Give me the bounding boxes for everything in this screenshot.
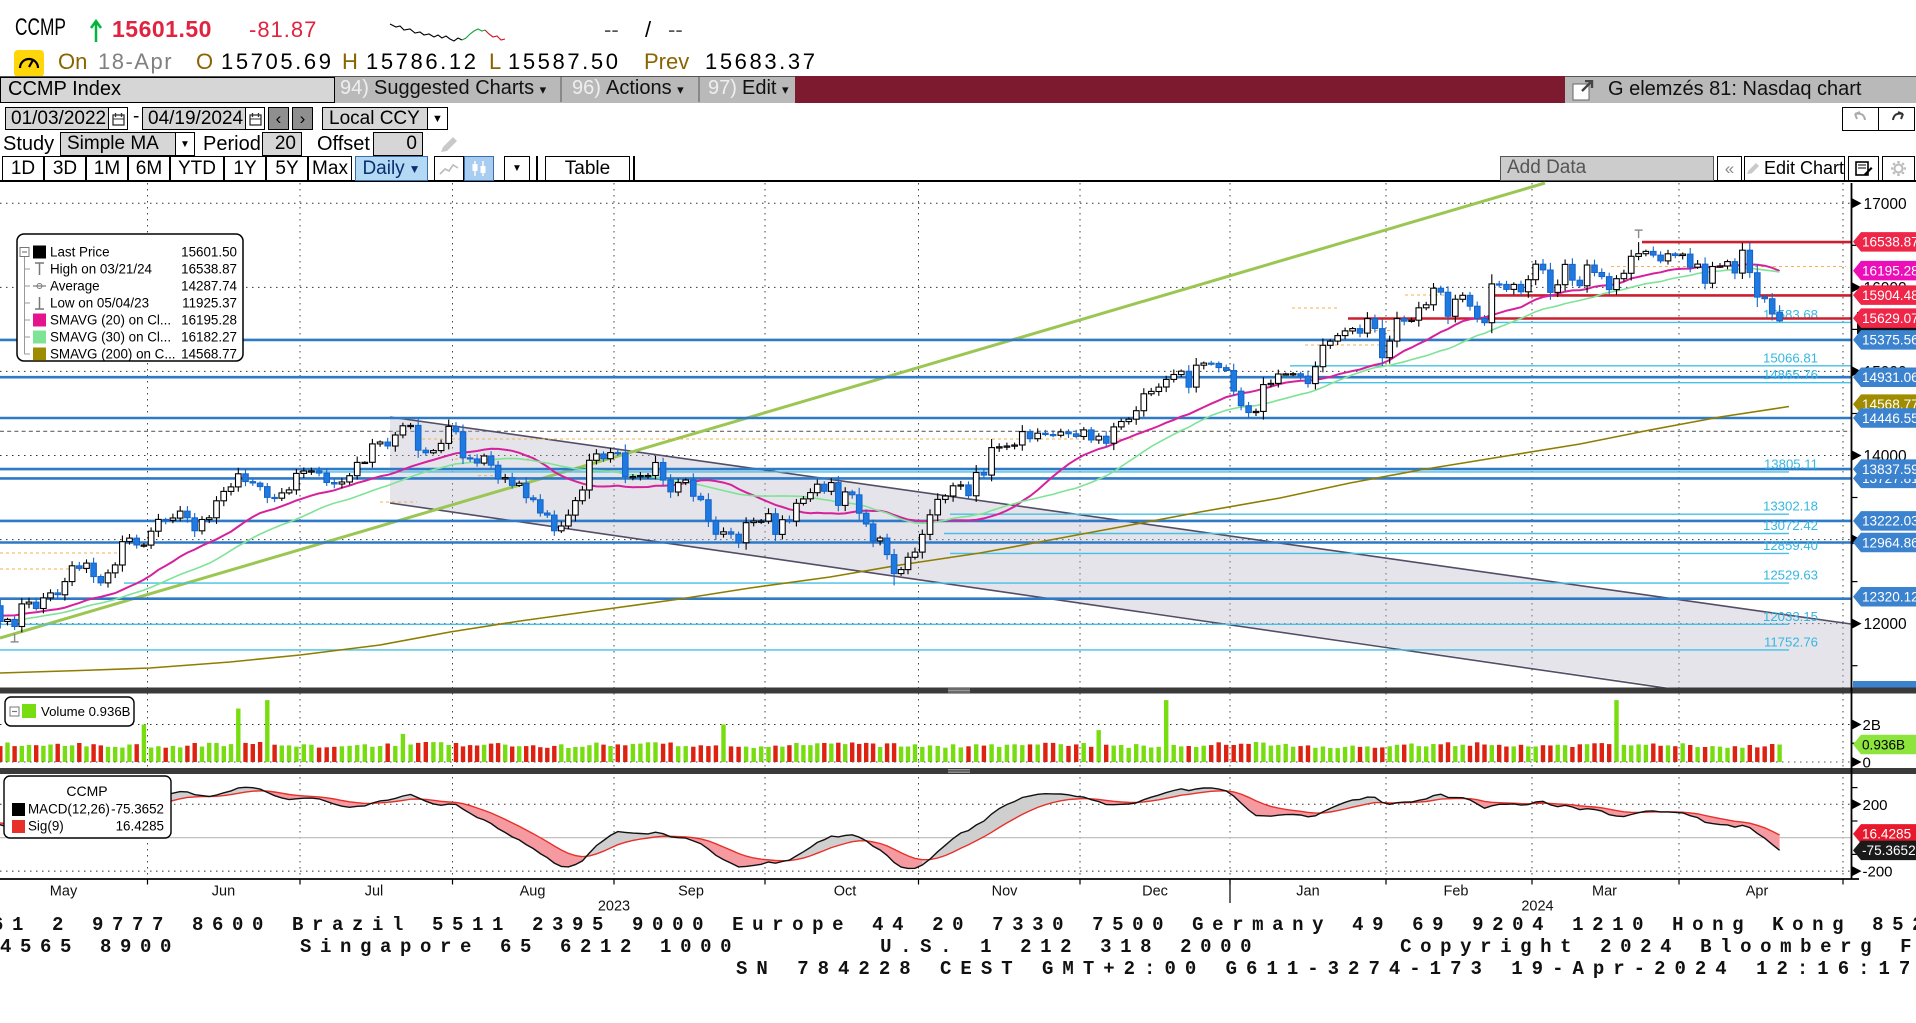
- svg-text:CCMP: CCMP: [66, 783, 107, 799]
- svg-text:13072.42: 13072.42: [1763, 518, 1818, 533]
- svg-text:Jun: Jun: [212, 884, 235, 900]
- svg-text:12859.40: 12859.40: [1763, 538, 1818, 553]
- svg-text:Feb: Feb: [1444, 884, 1469, 900]
- svg-text:16.4285: 16.4285: [1862, 827, 1911, 842]
- svg-text:200: 200: [1863, 797, 1888, 814]
- svg-text:13222.03: 13222.03: [1862, 514, 1916, 529]
- svg-text:16182.27: 16182.27: [181, 330, 237, 345]
- svg-text:11752.76: 11752.76: [1764, 634, 1818, 649]
- svg-text:15375.56: 15375.56: [1862, 333, 1916, 348]
- svg-text:13837.59: 13837.59: [1862, 462, 1916, 477]
- svg-text:15066.81: 15066.81: [1763, 350, 1818, 365]
- svg-text:SMAVG (200) on C...: SMAVG (200) on C...: [50, 347, 176, 362]
- svg-text:0: 0: [1863, 755, 1871, 772]
- svg-text:Oct: Oct: [834, 884, 857, 900]
- svg-text:15629.07: 15629.07: [1862, 311, 1916, 326]
- svg-text:16538.87: 16538.87: [181, 262, 237, 277]
- svg-text:12964.86: 12964.86: [1862, 535, 1916, 550]
- svg-text:MACD(12,26): MACD(12,26): [28, 802, 110, 817]
- svg-text:14287.74: 14287.74: [181, 279, 237, 294]
- svg-text:14568.77: 14568.77: [181, 347, 237, 362]
- svg-text:Last Price: Last Price: [50, 245, 110, 260]
- svg-text:Jan: Jan: [1296, 884, 1319, 900]
- svg-text:14865.76: 14865.76: [1763, 367, 1818, 382]
- svg-text:Mar: Mar: [1592, 884, 1617, 900]
- svg-text:Jul: Jul: [365, 884, 384, 900]
- svg-text:SMAVG (30) on Cl...: SMAVG (30) on Cl...: [50, 330, 171, 345]
- svg-text:-75.3652: -75.3652: [1862, 843, 1916, 858]
- svg-text:17000: 17000: [1864, 196, 1907, 213]
- svg-text:SMAVG (20) on Cl...: SMAVG (20) on Cl...: [50, 313, 171, 328]
- svg-text:13805.11: 13805.11: [1764, 456, 1818, 471]
- svg-text:Apr: Apr: [1746, 884, 1769, 900]
- svg-text:11925.37: 11925.37: [182, 296, 237, 311]
- svg-text:-200: -200: [1863, 864, 1893, 881]
- svg-text:14931.06: 14931.06: [1862, 370, 1916, 385]
- svg-text:14446.55: 14446.55: [1862, 411, 1916, 426]
- svg-text:12000: 12000: [1864, 616, 1907, 633]
- svg-text:Dec: Dec: [1142, 884, 1168, 900]
- svg-text:Average: Average: [50, 279, 100, 294]
- svg-text:0.936B: 0.936B: [1862, 737, 1905, 752]
- svg-text:13302.18: 13302.18: [1763, 499, 1818, 514]
- svg-text:12529.63: 12529.63: [1763, 568, 1818, 583]
- svg-text:Sep: Sep: [678, 884, 704, 900]
- svg-text:15904.48: 15904.48: [1862, 288, 1916, 303]
- svg-text:Nov: Nov: [992, 884, 1019, 900]
- svg-text:16195.28: 16195.28: [181, 313, 237, 328]
- svg-text:-75.3652: -75.3652: [111, 802, 164, 817]
- svg-text:May: May: [50, 884, 78, 900]
- svg-text:Sig(9): Sig(9): [28, 819, 64, 834]
- svg-text:High on 03/21/24: High on 03/21/24: [50, 262, 153, 277]
- svg-text:Low on 05/04/23: Low on 05/04/23: [50, 296, 149, 311]
- svg-text:12033.15: 12033.15: [1763, 609, 1818, 624]
- svg-text:Aug: Aug: [520, 884, 546, 900]
- svg-text:2023: 2023: [598, 899, 630, 915]
- svg-text:16538.87: 16538.87: [1862, 235, 1916, 250]
- svg-text:15601.50: 15601.50: [181, 245, 237, 260]
- svg-text:16195.28: 16195.28: [1862, 264, 1916, 279]
- svg-text:2B: 2B: [1863, 717, 1881, 734]
- svg-text:12320.12: 12320.12: [1862, 590, 1916, 605]
- svg-text:2024: 2024: [1521, 899, 1553, 915]
- svg-text:16.4285: 16.4285: [116, 819, 164, 834]
- svg-text:Volume 0.936B: Volume 0.936B: [41, 704, 131, 719]
